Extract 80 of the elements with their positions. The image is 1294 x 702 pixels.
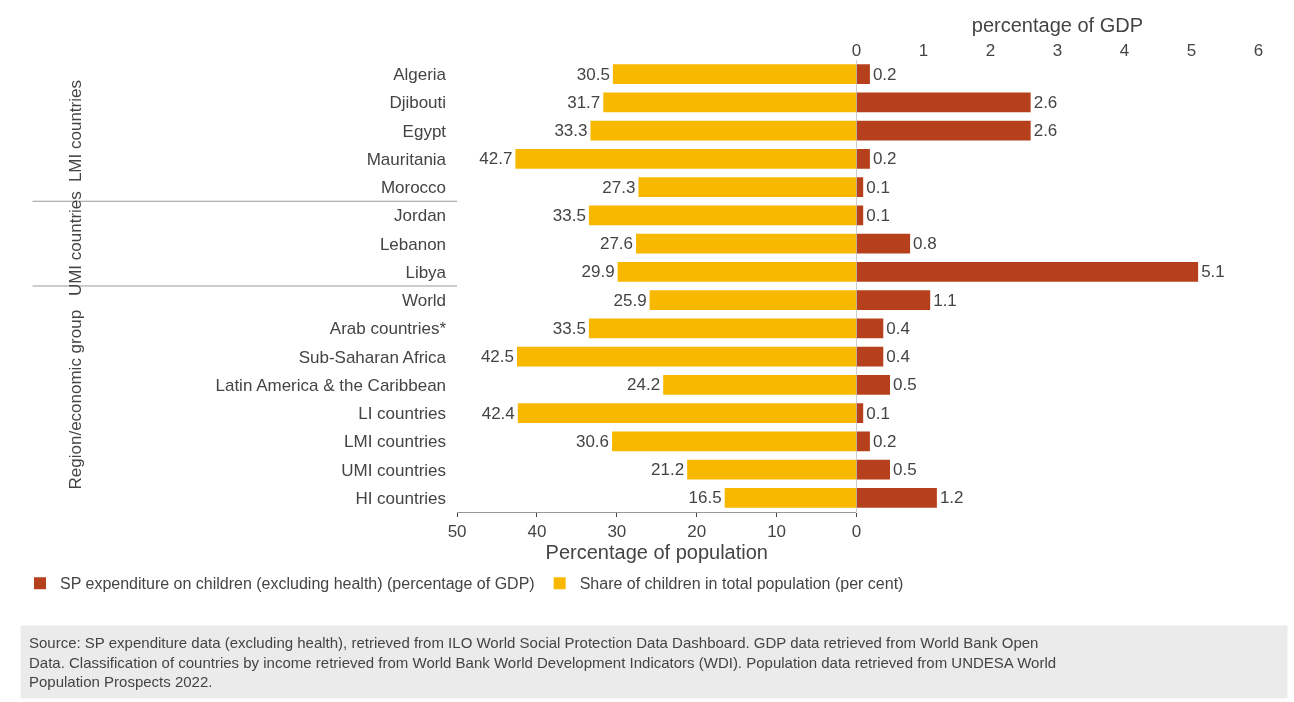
y-tick-label: UMI countries [341,460,447,480]
data-label: 0.2 [872,431,897,451]
y-tick-label: Arab countries* [329,319,447,339]
y-tick-label: Algeria [393,65,447,85]
bar [856,318,884,339]
y-tick-label: LI countries [358,404,447,424]
data-label: 0.8 [913,234,937,254]
legend-label: Share of children in total population (per cent) [579,575,904,593]
data-label: 5.1 [1201,262,1225,282]
bar [856,403,864,424]
data-label: 0.4 [886,347,910,367]
y-tick-label: Morocco [380,178,447,198]
data-label: 0.2 [872,64,897,84]
data-label: 0.4 [886,318,910,338]
y-tick-label: HI countries [355,488,447,508]
data-label: 29.9 [581,262,615,282]
y-tick-label: Latin America & the Caribbean [215,375,447,395]
text: UMI countries [65,191,85,297]
data-label: 21.2 [651,460,685,480]
data-label: 42.4 [481,403,515,423]
x-axis-title: Percentage of population [545,541,768,564]
data-label: 0.1 [866,403,890,423]
data-label: 1.2 [939,488,964,508]
x-tick-label: 50 [447,522,467,542]
data-label: 30.6 [575,431,610,451]
x-tick-label: 10 [767,522,787,542]
bar [856,205,864,226]
y-tick-label: Lebanon [379,234,447,254]
data-label: 16.5 [688,488,722,508]
bar [856,346,884,367]
x-tick-label: 40 [527,522,547,542]
bar [856,459,890,480]
text: LMI countries [65,80,85,183]
x-tick-label: 4 [1119,40,1130,60]
data-label: 27.3 [602,177,636,197]
x-tick-label: 1 [918,40,929,60]
data-label: 0.1 [866,205,890,225]
data-label: 1.1 [933,290,957,310]
y-tick-label: Egypt [402,121,447,141]
y-tick-label: Libya [405,262,447,282]
x-tick-label: 0 [851,522,862,542]
legend-label: SP expenditure on children (excluding health) (percentage of GDP) [60,575,535,593]
data-label: 30.5 [576,64,610,84]
data-label: 2.6 [1033,92,1058,112]
data-label: 0.1 [866,177,890,197]
data-label: 42.7 [479,149,513,169]
bar [856,64,870,85]
y-tick-label: World [401,291,447,311]
data-label: 27.6 [599,234,634,254]
y-tick-label: LMI countries [344,432,447,452]
data-label: 24.2 [627,375,661,395]
source-note: Source: SP expenditure data (excluding health), retrieved from ILO World Social Protection Data Dashboard. GDP data retrieved from World Bank Open Data. Classification of countries by income retrieved from World Bank World Development Indicators (WDI). Population data retrieved from UNDESA World Population Prospects 2022. [29,634,1057,690]
x-tick-label: 6 [1253,40,1264,60]
y-tick-label: Mauritania [366,149,447,169]
y-tick-label: Djibouti [389,93,447,113]
data-label: 33.3 [554,121,588,141]
bar [856,177,864,198]
data-label: 0.5 [892,375,917,395]
data-label: 33.5 [552,318,586,338]
bar [856,431,870,452]
y-tick-label: Sub-Saharan Africa [298,347,447,367]
data-label: 31.7 [567,92,601,112]
bar [856,374,890,395]
data-label: 25.9 [613,290,647,310]
x-tick-label: 20 [687,522,707,542]
data-label: 0.5 [892,460,917,480]
bar [856,148,870,169]
data-label: 0.2 [872,149,897,169]
x-tick-label: 0 [851,40,862,60]
x-axis-title: percentage of GDP [971,14,1144,37]
x-tick-label: 5 [1186,40,1197,60]
data-label: 33.5 [552,205,586,225]
x-tick-label: 30 [607,522,627,542]
data-label: 2.6 [1033,121,1058,141]
bar [856,233,911,254]
text: Region/economic group [66,309,86,490]
y-tick-label: Jordan [394,206,447,226]
x-tick-label: 3 [1052,40,1063,60]
x-tick-label: 2 [985,40,996,60]
data-label: 42.5 [480,347,514,367]
